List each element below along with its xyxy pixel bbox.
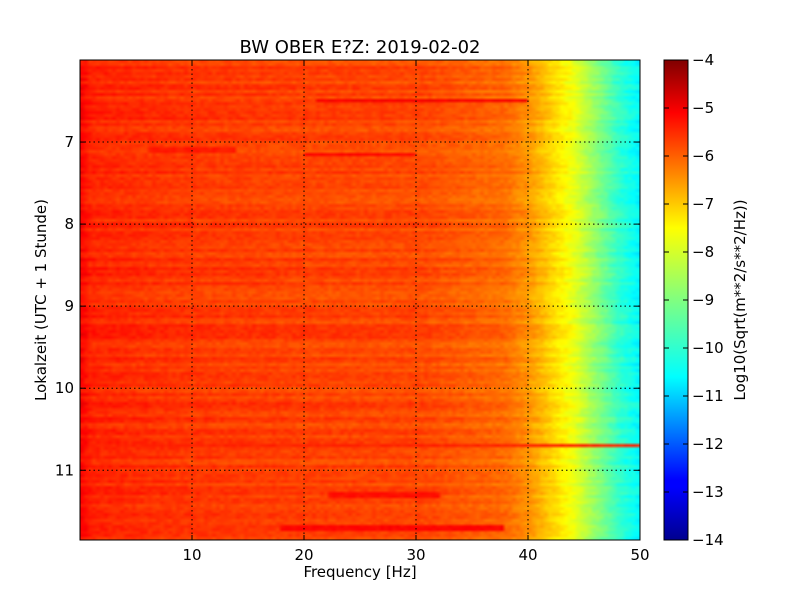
x-axis-ticks: 10 20 30 40 50 <box>182 60 650 564</box>
x-tick-label: 20 <box>294 546 313 564</box>
colorbar-tick-label: −12 <box>692 435 724 453</box>
plot-frame <box>79 59 641 541</box>
x-tick-label: 50 <box>630 546 649 564</box>
colorbar-ticks: −4 −5 −6 −7 −8 −9 −10 −11 −12 −13 −14 <box>664 51 724 549</box>
y-tick-label: 10 <box>55 379 74 397</box>
spectrogram-heatmap <box>80 60 640 540</box>
y-tick-label: 7 <box>64 133 74 151</box>
y-tick-label: 9 <box>64 297 74 315</box>
colorbar-tick-label: −7 <box>692 195 714 213</box>
colorbar-tick-label: −8 <box>692 243 714 261</box>
x-tick-label: 10 <box>182 546 201 564</box>
spectrogram-image <box>80 60 640 540</box>
x-tick-label: 40 <box>518 546 537 564</box>
grid-lines <box>80 60 640 540</box>
y-axis-label: Lokalzeit (UTC + 1 Stunde) <box>32 199 50 401</box>
colorbar-tick-label: −5 <box>692 99 714 117</box>
y-tick-label: 11 <box>55 461 74 479</box>
colorbar-tick-label: −11 <box>692 387 724 405</box>
colorbar-tick-label: −13 <box>692 483 724 501</box>
colorbar-tick-label: −6 <box>692 147 714 165</box>
x-tick-label: 30 <box>406 546 425 564</box>
colorbar-tick-label: −14 <box>692 531 724 549</box>
y-tick-label: 8 <box>64 215 74 233</box>
x-axis-label: Frequency [Hz] <box>303 563 416 581</box>
colorbar-tick-label: −9 <box>692 291 714 309</box>
colorbar-tick-label: −4 <box>692 51 714 69</box>
chart-title: BW OBER E?Z: 2019-02-02 <box>240 37 481 58</box>
colorbar-label: Log10(Sqrt(m**2/s**2/Hz)) <box>731 199 749 400</box>
colorbar-tick-label: −10 <box>692 339 724 357</box>
y-axis-ticks: 7 8 9 10 11 <box>55 133 640 479</box>
